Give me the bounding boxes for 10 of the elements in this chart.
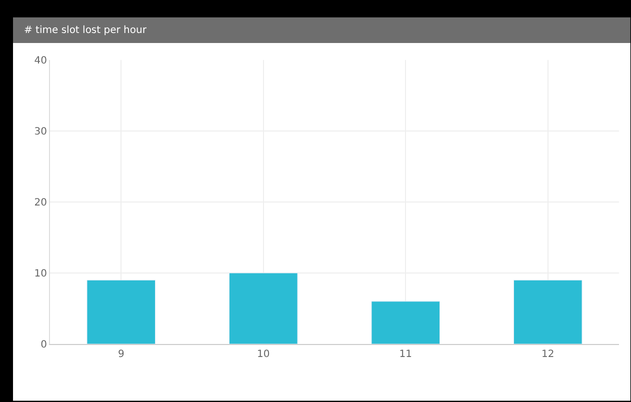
chart-title: # time slot lost per hour [24, 25, 148, 36]
x-tick-label: 12 [542, 349, 554, 360]
y-tick-label: 10 [34, 268, 47, 280]
y-tick-label: 40 [34, 56, 47, 66]
x-tick-label: 9 [118, 349, 124, 360]
x-tick-label: 10 [257, 349, 270, 360]
x-tick-label: 11 [399, 349, 412, 360]
y-tick-label: 30 [34, 126, 47, 138]
y-tick-label: 0 [40, 340, 47, 350]
y-tick-label: 20 [34, 198, 47, 208]
